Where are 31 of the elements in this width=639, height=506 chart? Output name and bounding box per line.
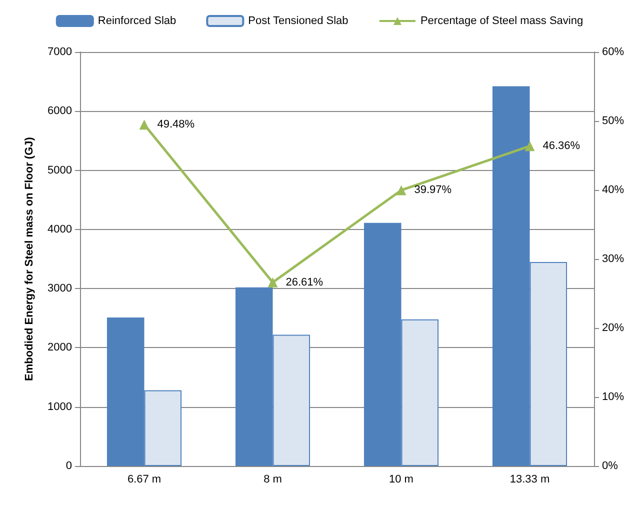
y2-tick-label: 30% (602, 253, 624, 265)
legend-label: Percentage of Steel mass Saving (420, 15, 584, 27)
data-label: 26.61% (286, 276, 324, 288)
x-tick-label: 8 m (264, 474, 282, 486)
x-tick-label: 6.67 m (127, 474, 162, 486)
y-tick-label: 3000 (48, 282, 72, 295)
y-tick-label: 1000 (48, 400, 72, 413)
y2-tick-label: 20% (602, 322, 624, 334)
x-tick-label: 10 m (389, 474, 414, 486)
legend-label: Reinforced Slab (98, 15, 176, 27)
y-tick-label: 7000 (48, 46, 72, 58)
legend-label: Post Tensioned Slab (248, 15, 348, 27)
data-label: 49.48% (157, 118, 195, 131)
y-tick-label: 0 (66, 460, 72, 472)
data-label: 39.97% (414, 184, 452, 196)
y-tick-label: 6000 (48, 105, 72, 118)
y-tick-label: 2000 (48, 342, 72, 354)
point (268, 277, 278, 288)
y2-tick-label: 50% (602, 115, 624, 127)
data-label: 46.36% (542, 140, 580, 152)
point (524, 141, 535, 152)
y-axis-title: Embodied Energy for Steel mass on Floor (GJ) (24, 136, 36, 381)
y2-tick-label: 60% (602, 46, 624, 58)
x-tick-label: 13.33 m (510, 474, 550, 486)
y2-tick-label: 0% (602, 460, 618, 472)
y2-tick-label: 40% (602, 184, 624, 196)
y2-tick-label: 10% (602, 391, 624, 403)
y-tick-label: 5000 (48, 164, 72, 176)
point (396, 185, 406, 196)
point (139, 120, 150, 130)
y-tick-label: 4000 (48, 223, 72, 236)
